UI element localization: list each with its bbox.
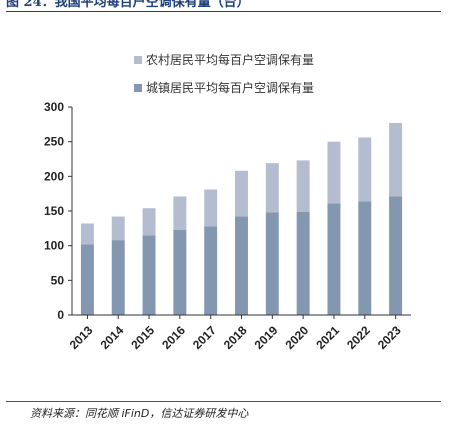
x-tick-label: 2023 xyxy=(375,323,404,352)
legend-label: 农村居民平均每百户空调保有量 xyxy=(146,52,314,67)
x-tick-label: 2018 xyxy=(221,323,250,352)
x-tick-label: 2013 xyxy=(67,323,96,352)
bar-segment-rural xyxy=(142,208,156,236)
y-tick-label: 150 xyxy=(44,204,64,218)
bar-segment-urban xyxy=(296,211,310,315)
legend-swatch xyxy=(134,84,142,92)
y-tick-label: 0 xyxy=(57,308,64,322)
y-tick-label: 300 xyxy=(44,100,64,114)
source-rule xyxy=(6,401,441,402)
bar-segment-rural xyxy=(204,189,218,227)
bar-segment-rural xyxy=(111,216,125,241)
bar-segment-urban xyxy=(142,235,156,315)
bar-segment-rural xyxy=(235,170,248,217)
figure-title: 图 24：我国平均每百户空调保有量（台） xyxy=(6,0,250,10)
bar-segment-rural xyxy=(265,163,279,213)
bar-segment-urban xyxy=(327,203,341,315)
bar-segment-urban xyxy=(389,196,403,315)
x-tick-label: 2017 xyxy=(190,323,219,352)
bar-segment-urban xyxy=(173,229,187,315)
legend-label: 城镇居民平均每百户空调保有量 xyxy=(146,80,314,95)
bar-segment-urban xyxy=(111,240,125,315)
x-tick-label: 2020 xyxy=(282,323,311,352)
y-tick-label: 100 xyxy=(44,239,64,253)
legend-swatch xyxy=(134,56,142,64)
bar-segment-urban xyxy=(80,244,94,315)
y-tick-label: 200 xyxy=(44,169,64,183)
x-tick-label: 2016 xyxy=(159,323,188,352)
x-tick-label: 2022 xyxy=(344,323,373,352)
bar-segment-rural xyxy=(173,196,187,230)
bar-segment-rural xyxy=(296,160,310,212)
x-axis: 2013 2014 2015 2016 2017 2018 2019 2020 2021 2022… xyxy=(67,314,411,352)
bar-segment-urban xyxy=(204,226,218,315)
bars xyxy=(80,122,403,315)
x-tick-label: 2021 xyxy=(313,323,342,352)
bar-segment-urban xyxy=(265,212,279,315)
y-axis: 0 50 100 150 200 250 300 xyxy=(44,100,73,322)
y-tick-label: 50 xyxy=(51,273,65,287)
bar-segment-rural xyxy=(389,122,403,197)
x-tick-label: 2015 xyxy=(128,323,157,352)
bar-segment-rural xyxy=(358,137,372,202)
bar-segment-urban xyxy=(235,216,248,315)
bar-segment-rural xyxy=(80,223,94,245)
x-tick-label: 2014 xyxy=(98,323,127,352)
bar-segment-rural xyxy=(327,141,341,204)
bar-segment-urban xyxy=(358,201,372,315)
title-rule xyxy=(6,11,441,12)
source-note: 资料来源：同花顺 iFinD，信达证券研发中心 xyxy=(30,407,249,420)
y-tick-label: 250 xyxy=(44,135,64,149)
x-tick-label: 2019 xyxy=(252,323,281,352)
